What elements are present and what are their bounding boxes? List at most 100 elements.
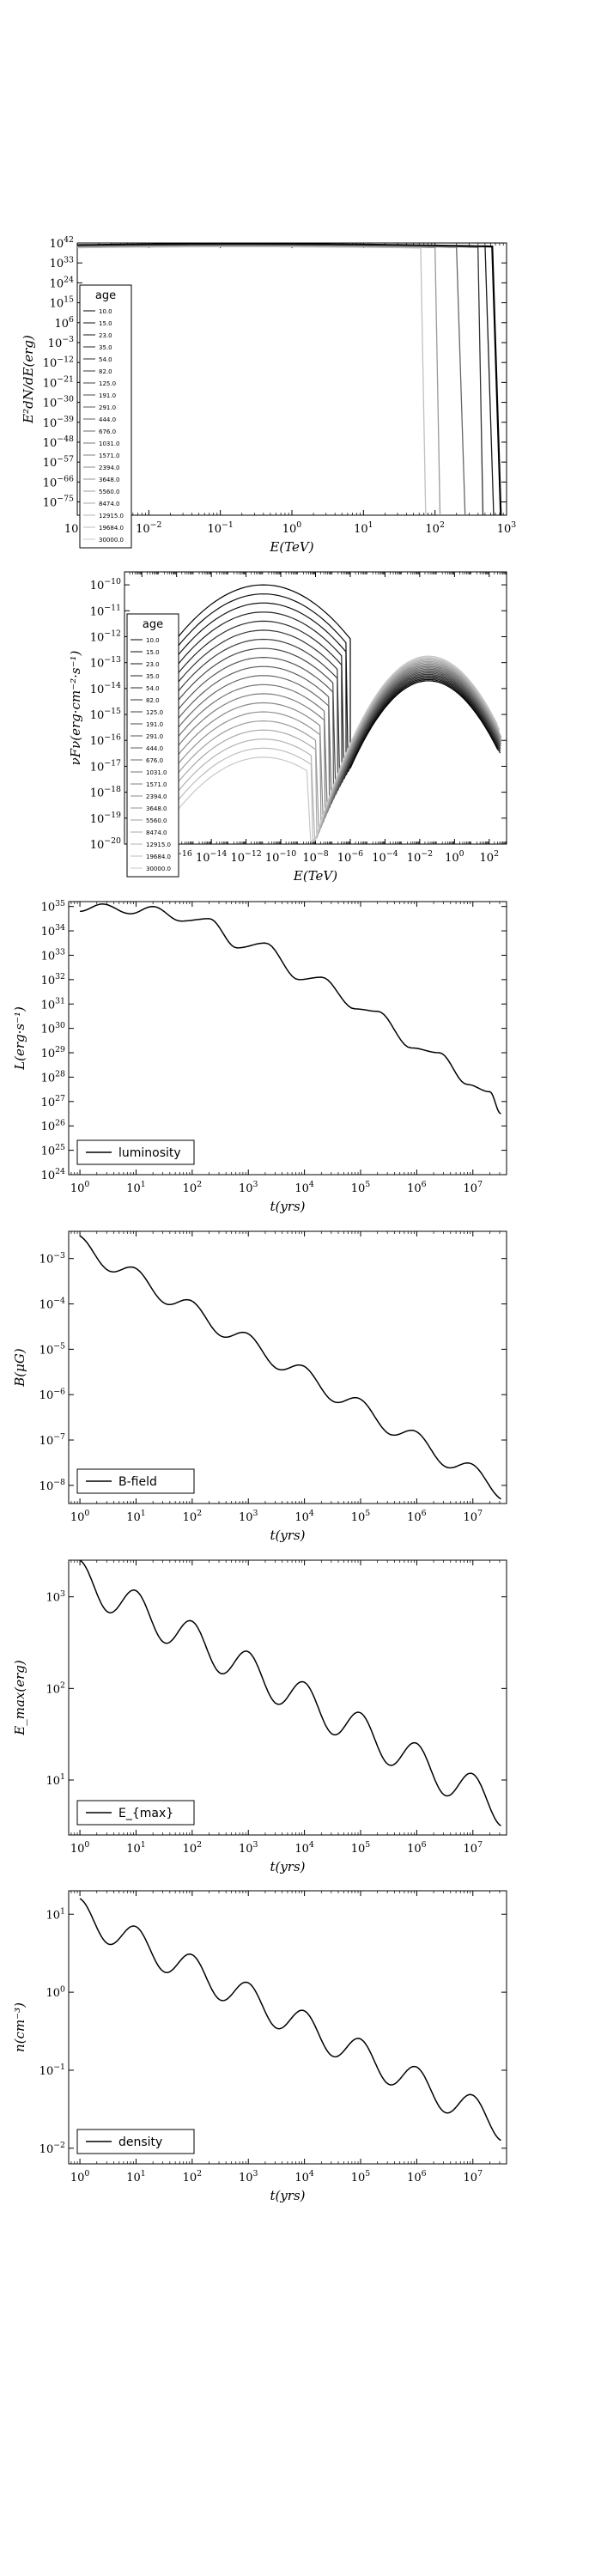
legend-label: luminosity xyxy=(118,1146,181,1160)
spectrum-line xyxy=(76,245,466,516)
x-tick-label: 105 xyxy=(351,1180,371,1195)
y-tick-label: 10−17 xyxy=(90,759,121,775)
sed-line xyxy=(141,665,502,813)
legend-entry: 19684.0 xyxy=(146,854,171,860)
sed-line xyxy=(141,647,501,795)
plot-frame xyxy=(68,901,507,1176)
x-tick-label: 100 xyxy=(70,1509,90,1524)
legend-entry: 1571.0 xyxy=(146,781,167,788)
bfield-line xyxy=(79,1235,501,1500)
y-tick-label: 10−48 xyxy=(43,434,74,450)
legend-entry: 30000.0 xyxy=(146,866,171,872)
legend-entry: 19684.0 xyxy=(99,525,124,532)
chart-4: 100 101 102 103 104 105 106 107 10−3 10−4 10−5 10−6… xyxy=(12,1230,507,1543)
y-tick-label: 1026 xyxy=(41,1118,65,1133)
x-tick-label: 106 xyxy=(407,1180,427,1195)
y-tick-label: 103 xyxy=(46,1589,66,1605)
x-tick-label: 102 xyxy=(183,1180,203,1195)
sed-line xyxy=(141,629,501,787)
legend-entry: 191.0 xyxy=(99,392,116,399)
y-tick-label: 1033 xyxy=(41,948,65,963)
x-tick-label: 106 xyxy=(407,2169,427,2184)
spectrum-line xyxy=(76,244,495,516)
x-tick-label: 101 xyxy=(126,1180,146,1195)
y-tick-label: 1028 xyxy=(41,1070,65,1085)
y-tick-label: 10−16 xyxy=(90,732,121,748)
sed-line xyxy=(141,593,501,772)
y-tick-label: 1031 xyxy=(41,996,65,1012)
legend-entry: 444.0 xyxy=(146,745,163,752)
spectrum-line xyxy=(76,245,441,516)
sed-line xyxy=(141,656,500,799)
x-tick-label: 106 xyxy=(407,1840,427,1856)
legend-entry: 54.0 xyxy=(99,356,112,363)
x-tick-label: 102 xyxy=(425,520,445,536)
legend-entry: 5560.0 xyxy=(146,817,167,824)
y-tick-label: 10−2 xyxy=(39,2141,65,2156)
y-tick-label: 10−13 xyxy=(90,655,121,671)
legend-entry: 676.0 xyxy=(146,757,163,764)
legend-box xyxy=(79,284,132,549)
x-tick-label: 104 xyxy=(294,1840,314,1856)
x-tick-label: 107 xyxy=(464,1180,483,1195)
x-tick-label: 10−10 xyxy=(265,849,296,865)
sed-line xyxy=(141,662,500,828)
plot-frame xyxy=(124,571,507,845)
x-tick-label: 103 xyxy=(239,1509,258,1524)
y-tick-label: 10−66 xyxy=(43,474,74,489)
y-tick-label: 10−12 xyxy=(43,355,74,370)
x-tick-label: 101 xyxy=(126,1509,146,1524)
y-tick-label: 1029 xyxy=(41,1045,65,1060)
y-axis-label: E²dN/dE(erg) xyxy=(21,335,36,424)
y-tick-label: 1024 xyxy=(41,1167,65,1182)
y-tick-label: 10−39 xyxy=(43,415,74,430)
y-axis-label: E_max(erg) xyxy=(12,1660,27,1736)
x-tick-label: 102 xyxy=(480,849,500,865)
y-tick-label: 10−3 xyxy=(39,1251,65,1267)
legend-entry: 3648.0 xyxy=(146,805,167,812)
y-tick-label: 10−11 xyxy=(90,603,121,618)
sed-line xyxy=(141,667,500,809)
y-tick-label: 101 xyxy=(46,1772,66,1788)
legend-entry: 12915.0 xyxy=(146,841,171,848)
y-tick-label: 10−15 xyxy=(90,707,121,722)
legend-entry: 2394.0 xyxy=(99,465,120,471)
x-tick-label: 100 xyxy=(70,1180,90,1195)
chart-2: 10−1810−1610−1410−1210−1010−810−610−410−… xyxy=(68,571,507,884)
legend-title: age xyxy=(95,289,116,302)
x-tick-label: 103 xyxy=(497,520,517,536)
plot-frame xyxy=(68,1890,507,2165)
x-tick-label: 107 xyxy=(464,1840,483,1856)
legend-entry: 35.0 xyxy=(146,673,160,680)
y-tick-label: 1027 xyxy=(41,1094,65,1109)
y-tick-label: 101 xyxy=(46,1906,66,1922)
legend-title: age xyxy=(143,618,163,631)
x-tick-label: 10−6 xyxy=(337,849,363,865)
y-tick-label: 10−12 xyxy=(90,629,121,645)
y-axis-label: νFν(erg·cm⁻²·s⁻¹) xyxy=(68,650,83,765)
legend-entry: 1571.0 xyxy=(99,453,120,459)
x-tick-label: 10−2 xyxy=(136,520,161,536)
y-tick-label: 1030 xyxy=(41,1021,65,1036)
legend-entry: 125.0 xyxy=(146,709,163,716)
y-tick-label: 102 xyxy=(46,1680,66,1696)
y-tick-label: 10−21 xyxy=(43,375,74,391)
legend-entry: 15.0 xyxy=(146,649,160,656)
y-tick-label: 1032 xyxy=(41,972,65,987)
sed-line xyxy=(141,660,502,834)
spectrum-line xyxy=(76,246,427,516)
legend-entry: 10.0 xyxy=(99,308,112,315)
emax-line xyxy=(79,1559,501,1826)
x-tick-label: 103 xyxy=(239,2169,258,2184)
legend-entry: 23.0 xyxy=(146,661,160,668)
y-tick-label: 10−10 xyxy=(90,577,121,592)
y-tick-label: 1015 xyxy=(50,295,74,311)
legend-entry: 23.0 xyxy=(99,332,112,339)
x-axis-label: t(yrs) xyxy=(270,2188,305,2203)
x-tick-label: 104 xyxy=(294,1509,314,1524)
y-tick-label: 1033 xyxy=(50,255,74,270)
x-axis-label: E(TeV) xyxy=(293,868,337,884)
legend-entry: 3648.0 xyxy=(99,477,120,483)
sed-line xyxy=(141,611,501,780)
chart-5: 100 101 102 103 104 105 106 107 103 102 101 t(yrs) E… xyxy=(12,1559,507,1874)
